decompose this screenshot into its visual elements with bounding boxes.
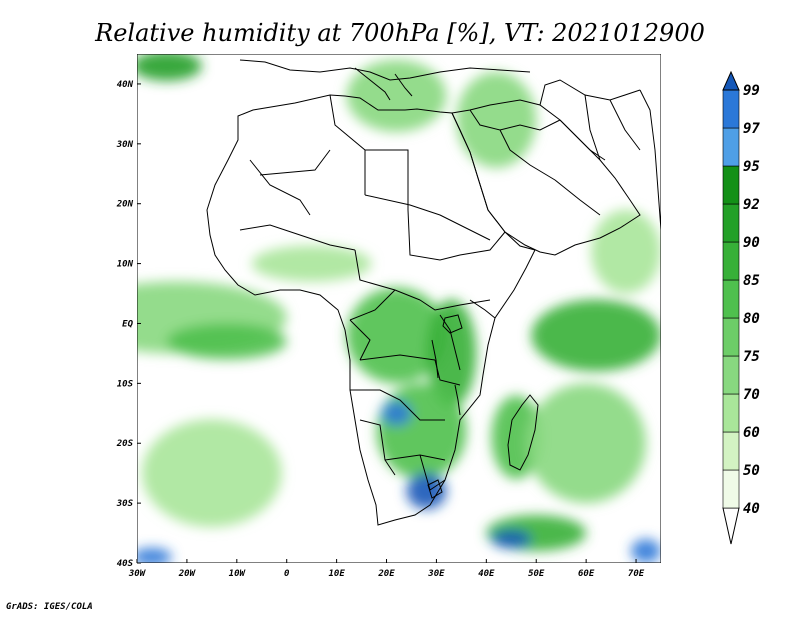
lake-malawi: [454, 384, 461, 416]
country-borders: [239, 79, 641, 491]
arabia-coastline: [451, 99, 641, 256]
colorbar-label: 90: [743, 235, 760, 251]
lake-tanganyika: [431, 339, 439, 379]
lon-tick-label: 30E: [427, 569, 445, 579]
colorbar-label: 92: [743, 197, 760, 213]
greece-coastline: [394, 73, 413, 97]
coastlines-and-borders: [206, 59, 661, 526]
lat-tick-label: 10N: [117, 260, 134, 270]
colorbar-box: [722, 279, 740, 319]
humidity-region-middle-east: [456, 71, 537, 168]
colorbar-box: [722, 393, 740, 433]
figure-title: Relative humidity at 700hPa [%], VT: 202…: [94, 19, 705, 47]
humidity-region-se-corner: [631, 539, 661, 563]
humidity-region-sahel: [251, 245, 372, 282]
india-coastline: [639, 89, 661, 231]
humidity-region-sw-tail-high: [491, 530, 532, 549]
italy-coastline: [354, 67, 391, 101]
latitude-axis: 40N 30N 20N 10N EQ 10S 20S 30S 40S: [116, 80, 141, 569]
humidity-region-nw-atlantic: [137, 54, 202, 81]
colorbar-high-arrow: [722, 70, 740, 91]
colorbar-box: [722, 89, 740, 129]
humidity-field: [137, 54, 661, 563]
colorbar-box: [722, 355, 740, 395]
colorbar-label: 85: [743, 273, 760, 289]
humidity-region-mediterranean: [346, 59, 447, 132]
lat-tick-label: 30N: [116, 140, 134, 150]
lesotho-border: [427, 479, 443, 499]
humidity-region-eq-atlantic-core: [166, 323, 287, 360]
lat-tick-label: 40S: [117, 559, 134, 569]
lon-tick-label: 70E: [628, 569, 645, 579]
colorbar-box: [722, 127, 740, 167]
lat-tick-label: 20N: [116, 200, 134, 210]
persian-gulf-coastline: [559, 119, 606, 161]
lat-tick-label: 40N: [117, 80, 134, 90]
madagascar-coastline: [507, 394, 539, 471]
colorbar-label: 40: [743, 501, 760, 517]
colorbar-box: [722, 241, 740, 281]
credit-text: GrADS: IGES/COLA: [6, 602, 93, 612]
humidity-region-south-africa-high: [406, 473, 447, 510]
colorbar-label: 75: [743, 349, 760, 365]
colorbar: 40 50 60 70 75 80 85 90 92 95 97 99: [722, 70, 760, 545]
colorbar-label: 60: [743, 425, 760, 441]
colorbar-low-arrow: [722, 507, 740, 545]
longitude-axis: 30W 20W 10W 0 10E 20E 30E 40E 50E 60E 70E: [128, 559, 645, 579]
colorbar-label: 80: [743, 311, 760, 327]
colorbar-box: [722, 203, 740, 243]
lake-victoria: [442, 314, 463, 334]
colorbar-label: 70: [743, 387, 760, 403]
lon-tick-label: 20W: [178, 569, 197, 579]
humidity-region-zambia-high: [381, 401, 412, 426]
lon-tick-label: 50E: [528, 569, 545, 579]
colorbar-label: 95: [743, 159, 760, 175]
colorbar-label: 50: [743, 463, 760, 479]
humidity-region-southern-africa: [376, 383, 467, 480]
colorbar-box: [722, 431, 740, 471]
lon-tick-label: 10E: [328, 569, 345, 579]
colorbar-label: 97: [743, 121, 760, 137]
lon-tick-label: 60E: [578, 569, 595, 579]
lon-tick-label: 10W: [229, 569, 247, 579]
europe-coastline: [239, 59, 531, 81]
humidity-region-s-indian-ocean: [526, 383, 647, 504]
map-panel: [137, 54, 661, 563]
lat-tick-label: EQ: [122, 319, 133, 329]
lat-tick-label: 20S: [116, 439, 134, 449]
lat-tick-label: 10S: [117, 379, 134, 389]
humidity-region-s-atlantic-plume: [141, 419, 282, 528]
humidity-region-sw-corner: [137, 548, 172, 563]
colorbar-box: [722, 469, 740, 509]
colorbar-box: [722, 317, 740, 357]
colorbar-box: [722, 165, 740, 205]
lat-tick-label: 30S: [116, 499, 134, 509]
humidity-region-w-indian-ocean: [531, 299, 661, 372]
humidity-region-arabian-sea: [591, 209, 661, 294]
colorbar-label: 99: [743, 83, 760, 99]
lon-tick-label: 40E: [478, 569, 495, 579]
humidity-region-east-africa: [426, 299, 477, 408]
lon-tick-label: 30W: [128, 569, 147, 579]
africa-coastline: [206, 94, 536, 526]
lon-tick-label: 0: [284, 569, 290, 579]
lon-tick-label: 20E: [377, 569, 395, 579]
